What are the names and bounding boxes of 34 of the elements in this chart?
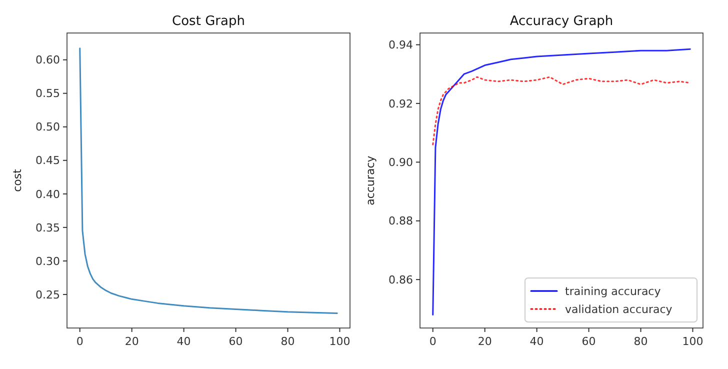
y-tick-label: 0.35 — [36, 221, 60, 234]
x-tick-label: 100 — [682, 335, 704, 348]
y-tick-label: 0.88 — [388, 214, 413, 228]
x-tick-label: 0 — [76, 335, 84, 348]
y-tick-label: 0.92 — [388, 97, 413, 110]
y-tick-label: 0.55 — [36, 87, 60, 100]
y-tick-label: 0.25 — [36, 288, 60, 302]
x-tick-label: 100 — [329, 335, 350, 348]
y-tick-label: 0.50 — [36, 120, 60, 134]
x-tick-label: 80 — [280, 335, 295, 348]
chart-title: Accuracy Graph — [510, 14, 614, 29]
line-series — [79, 48, 338, 314]
x-tick-label: 80 — [634, 335, 648, 348]
y-tick-label: 0.94 — [388, 38, 413, 52]
x-tick-label: 40 — [530, 335, 544, 348]
x-tick-label: 60 — [582, 335, 596, 348]
x-tick-label: 0 — [429, 335, 436, 348]
y-tick-label: 0.40 — [36, 188, 60, 201]
y-axis-title: accuracy — [364, 155, 377, 206]
x-tick-label: 20 — [124, 335, 139, 348]
y-tick-label: 0.60 — [36, 54, 60, 67]
legend-label: training accuracy — [565, 284, 662, 298]
y-tick-label: 0.45 — [36, 154, 60, 168]
x-tick-label: 60 — [228, 335, 243, 348]
line-series — [432, 48, 691, 316]
y-tick-label: 0.30 — [36, 254, 60, 268]
y-tick-label: 0.86 — [388, 273, 413, 286]
y-tick-label: 0.90 — [388, 156, 413, 170]
x-tick-label: 20 — [478, 335, 492, 348]
legend-label: validation accuracy — [565, 302, 673, 316]
line-series — [432, 76, 691, 146]
x-tick-label: 40 — [176, 335, 191, 348]
chart-title: Cost Graph — [172, 14, 245, 29]
y-axis-title: cost — [11, 168, 24, 192]
